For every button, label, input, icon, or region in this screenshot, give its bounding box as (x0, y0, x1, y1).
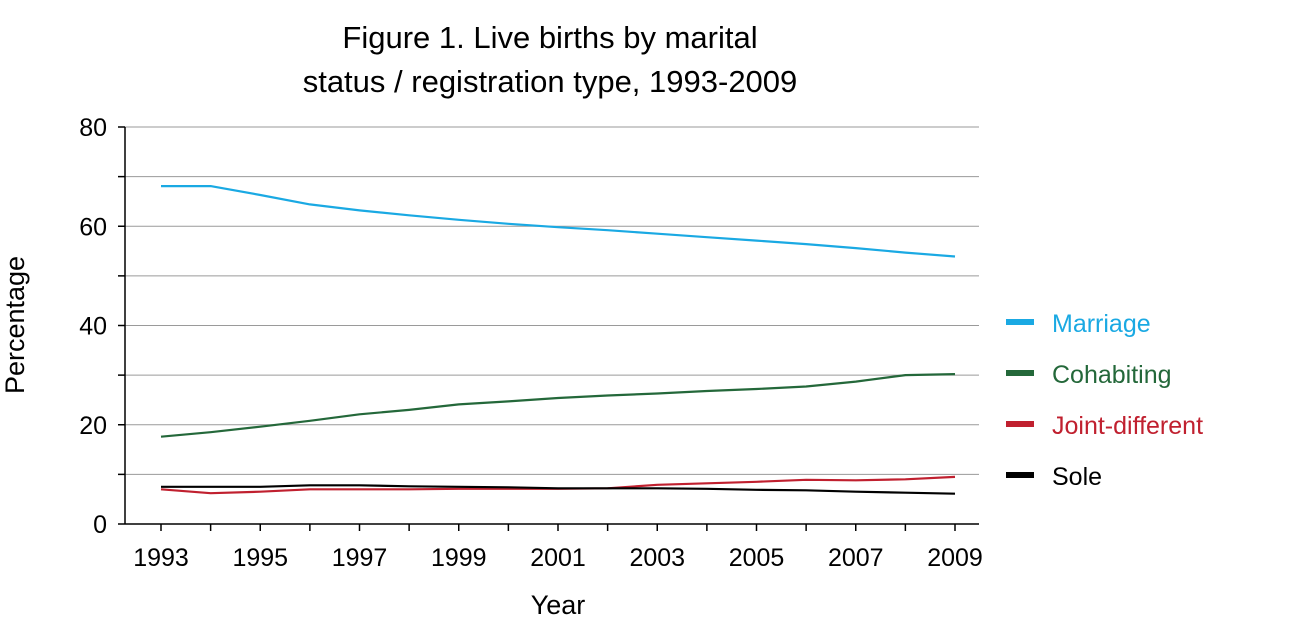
y-ticks: 0 20 40 60 80 (79, 114, 125, 539)
chart-title: Figure 1. Live births by marital status … (180, 16, 920, 104)
chart-title-line-2: status / registration type, 1993-2009 (302, 64, 798, 99)
y-tick-label: 20 (79, 412, 107, 440)
legend-label-cohabiting: Cohabiting (1052, 361, 1172, 389)
chart-title-line-1: Figure 1. Live births by marital (342, 20, 758, 55)
y-tick-label: 60 (79, 213, 107, 241)
x-tick-label: 1999 (431, 544, 487, 572)
x-ticks: 1993 1995 1997 1999 2001 2003 2005 2007 2009 (133, 524, 983, 572)
gridlines (125, 126, 979, 475)
x-tick-label: 1995 (232, 544, 288, 572)
y-tick-label: 40 (79, 313, 107, 341)
legend-label-joint-different: Joint-different (1052, 412, 1203, 440)
series-lines (160, 185, 956, 495)
series-line-marriage (161, 185, 956, 258)
x-tick-label: 1993 (133, 544, 189, 572)
x-tick-label: 2001 (530, 544, 586, 572)
y-axis-label: Percentage (0, 256, 30, 394)
legend-label-marriage: Marriage (1052, 310, 1151, 338)
y-tick-label: 0 (93, 511, 107, 539)
x-tick-label: 2005 (729, 544, 785, 572)
x-tick-label: 2003 (629, 544, 685, 572)
series-line-cohabiting (160, 373, 956, 438)
x-tick-label: 1997 (332, 544, 388, 572)
x-axis-label: Year (531, 590, 586, 620)
legend-label-sole: Sole (1052, 463, 1102, 491)
x-tick-label: 2009 (927, 544, 983, 572)
series-line-sole (161, 484, 956, 495)
legend: Marriage Cohabiting Joint-different Sole (1006, 310, 1203, 491)
y-tick-label: 80 (79, 114, 107, 142)
x-tick-label: 2007 (828, 544, 884, 572)
